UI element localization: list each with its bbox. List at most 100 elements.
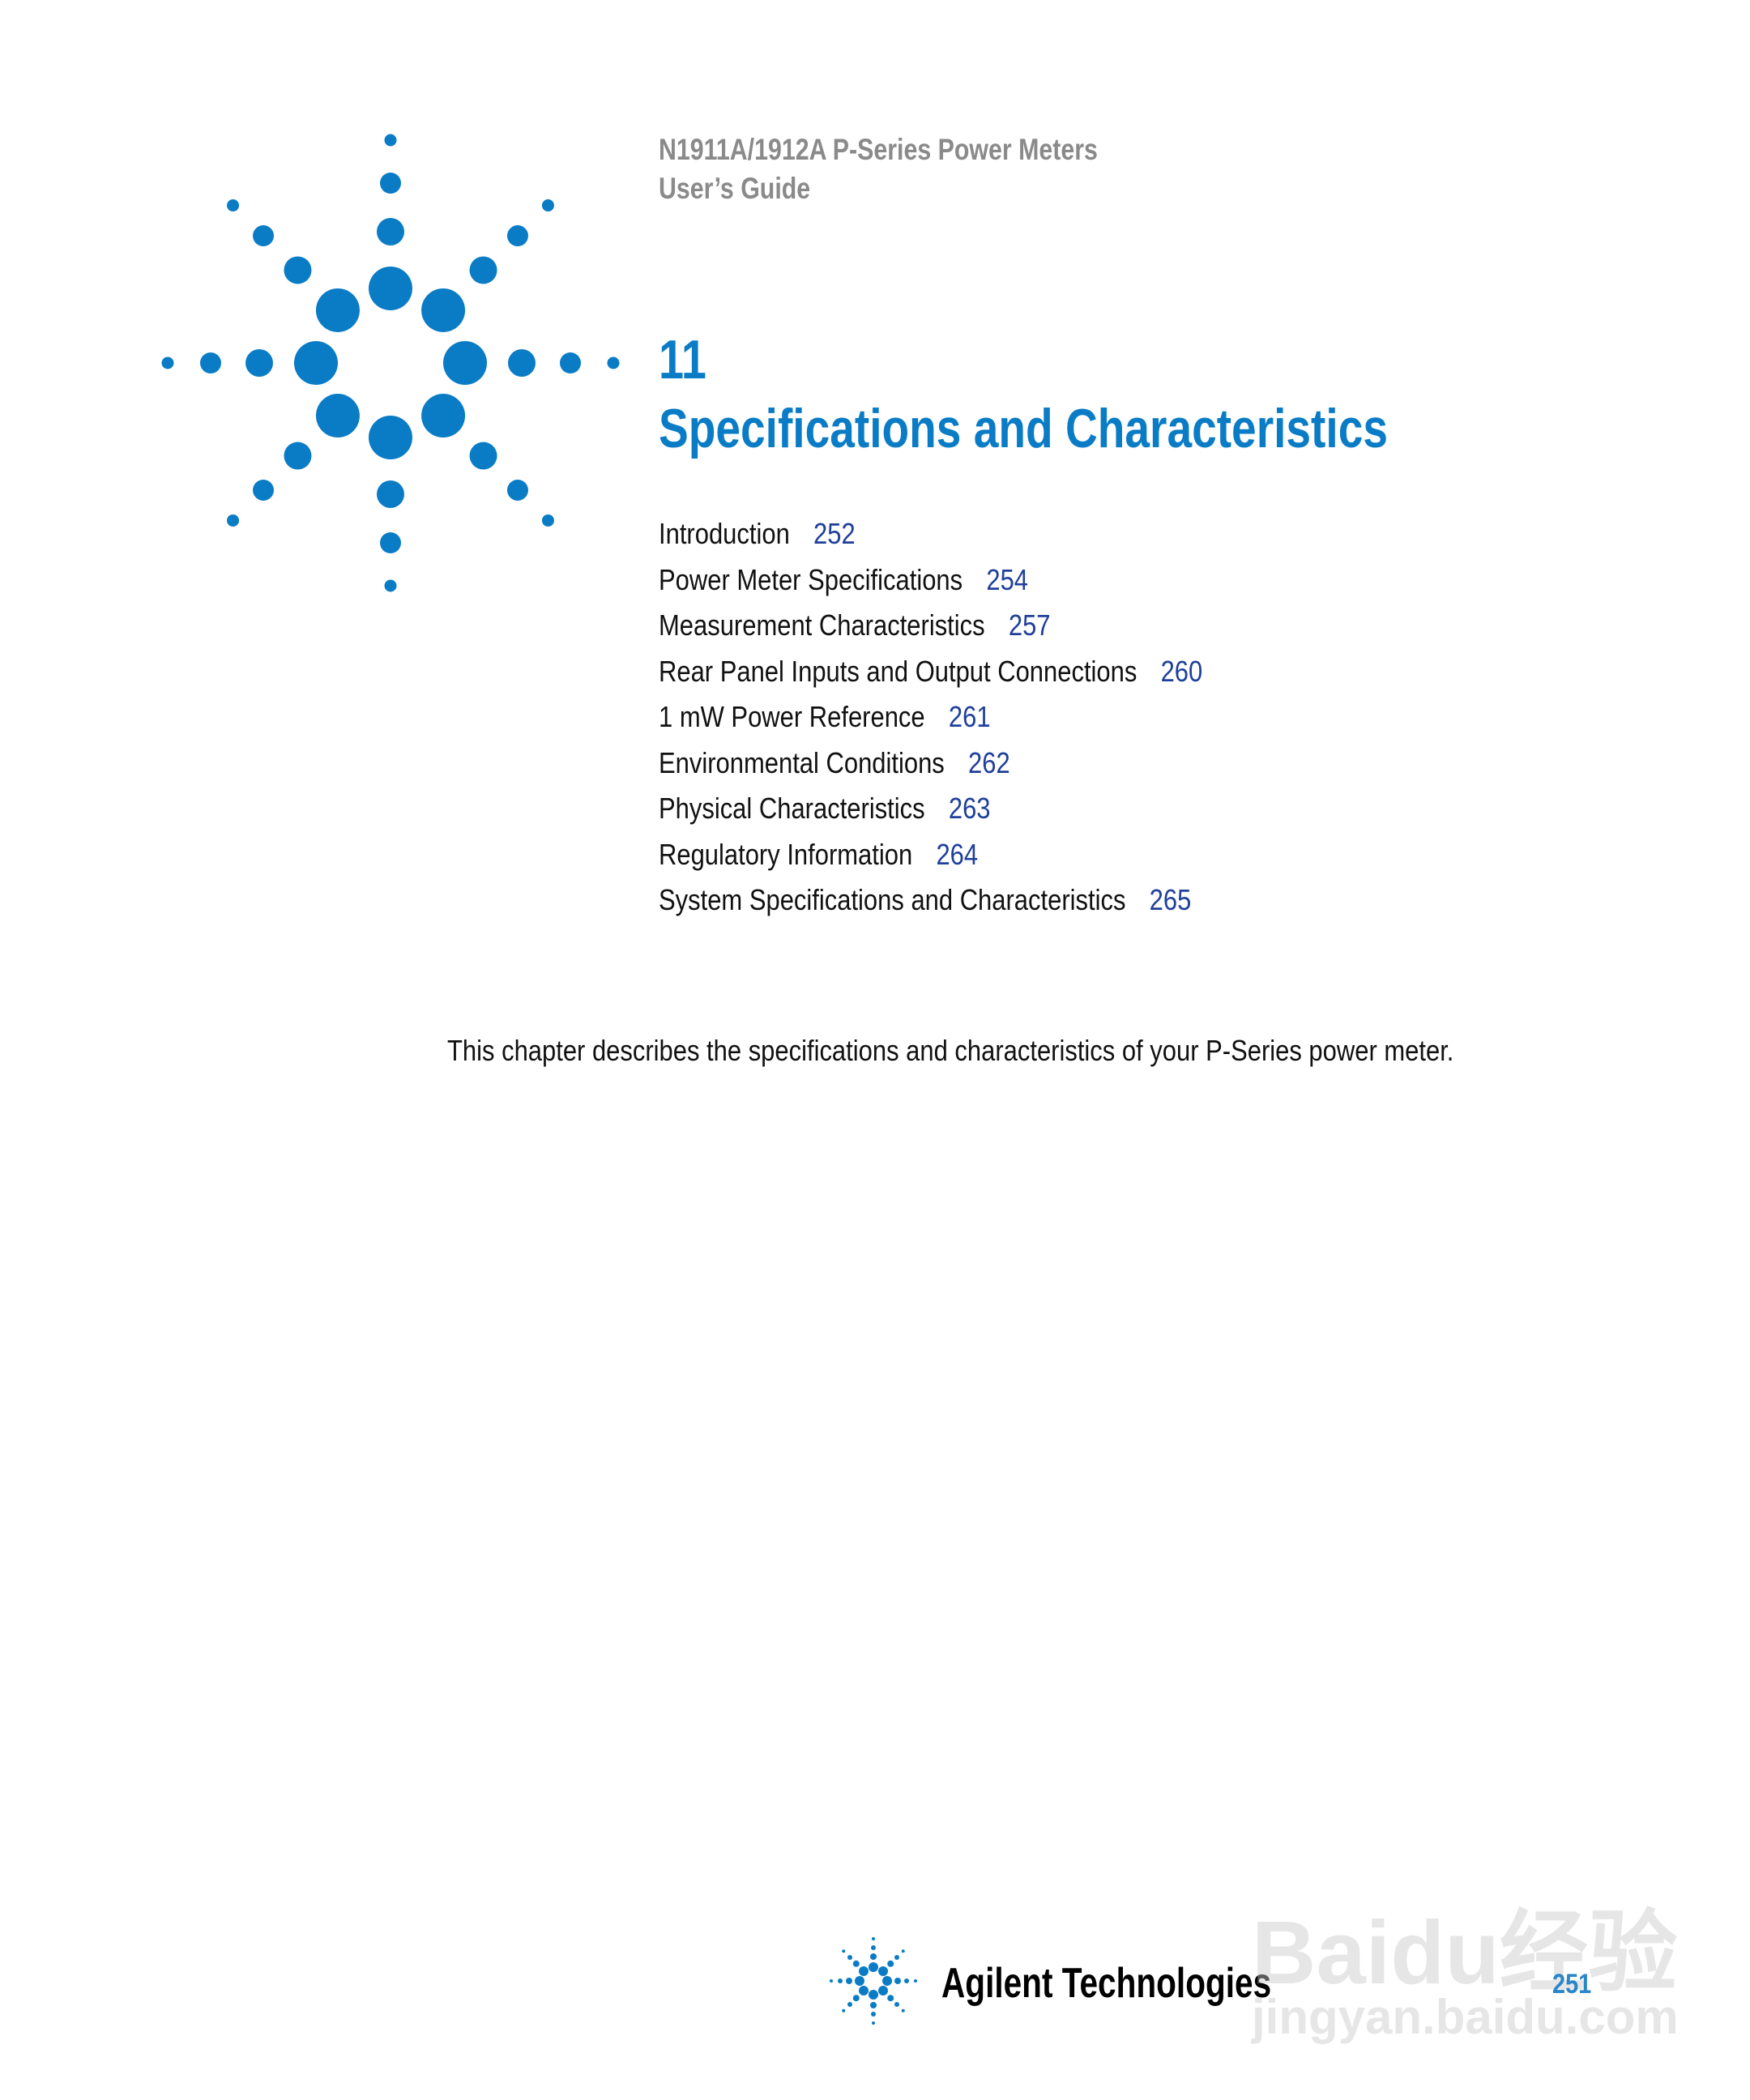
- logo-dot: [560, 352, 581, 373]
- toc-entry-label: Regulatory Information: [659, 837, 913, 871]
- logo-dot: [253, 225, 275, 247]
- logo-dot: [901, 2008, 905, 2012]
- toc-entry[interactable]: Environmental Conditions 262: [659, 746, 1010, 780]
- logo-dot: [852, 1995, 860, 2002]
- logo-dot: [858, 1966, 869, 1976]
- logo-dot: [872, 1937, 875, 1940]
- logo-dot: [227, 514, 240, 527]
- logo-dot: [869, 1990, 878, 2000]
- logo-dot: [846, 1978, 852, 1984]
- watermark-url: jingyan.baidu.com: [1252, 1990, 1679, 2044]
- logo-dot: [870, 2002, 877, 2008]
- toc-entry[interactable]: Introduction 252: [659, 517, 856, 551]
- logo-dot: [882, 1976, 892, 1986]
- toc-entry-page[interactable]: 264: [936, 837, 979, 871]
- product-title: N1911A/1912A P-Series Power Meters: [659, 133, 1098, 166]
- toc-entry-label: Measurement Characteristics: [659, 608, 985, 642]
- logo-dot: [380, 532, 401, 553]
- page-number: 251: [1552, 1969, 1592, 2000]
- logo-dot: [443, 341, 487, 385]
- chapter-number: 11: [659, 329, 706, 391]
- logo-dot: [830, 1979, 833, 1983]
- toc-entry-label: Power Meter Specifications: [659, 562, 963, 596]
- logo-dot: [421, 288, 466, 332]
- logo-dot: [871, 2012, 876, 2017]
- logo-dot: [869, 1962, 878, 1972]
- logo-dot: [894, 1955, 899, 1961]
- toc-entry[interactable]: Rear Panel Inputs and Output Connections…: [659, 655, 1202, 689]
- logo-dot: [369, 416, 412, 459]
- logo-dot: [315, 394, 360, 438]
- logo-dot: [838, 1978, 843, 1983]
- toc-entry-label: Physical Characteristics: [659, 792, 925, 825]
- logo-dot: [878, 1986, 889, 1996]
- toc-entry-page[interactable]: 262: [968, 745, 1010, 779]
- toc-entry[interactable]: Measurement Characteristics 257: [659, 608, 1051, 642]
- logo-dot: [607, 356, 620, 369]
- logo-dot: [384, 134, 397, 147]
- logo-dot: [887, 1995, 894, 2002]
- toc-entry-label: System Specifications and Characteristic…: [659, 883, 1126, 916]
- toc-entry[interactable]: 1 mW Power Reference 261: [659, 700, 991, 734]
- logo-dot: [369, 267, 412, 310]
- toc-entry-page[interactable]: 265: [1149, 883, 1192, 916]
- toc-entry-page[interactable]: 260: [1160, 654, 1203, 688]
- logo-dot: [227, 199, 240, 212]
- logo-dot: [870, 1953, 877, 1960]
- logo-dot: [161, 356, 174, 369]
- logo-dot: [855, 1976, 864, 1986]
- logo-dot: [894, 1978, 901, 1984]
- logo-dot: [852, 1960, 860, 1967]
- logo-dot: [469, 442, 497, 470]
- watermark-logo: Baidu经验: [1252, 1903, 1678, 2003]
- toc-entry-page[interactable]: 261: [948, 700, 991, 733]
- logo-dot: [847, 2001, 853, 2007]
- logo-dot: [200, 352, 221, 373]
- logo-dot: [858, 1986, 869, 1996]
- logo-dot: [315, 288, 360, 332]
- logo-dot: [541, 199, 554, 212]
- toc-entry-page[interactable]: 254: [986, 562, 1029, 596]
- toc-entry-page[interactable]: 252: [813, 517, 856, 550]
- logo-dot: [506, 479, 528, 501]
- toc-entry-label: 1 mW Power Reference: [659, 700, 925, 733]
- toc-entry-label: Rear Panel Inputs and Output Connections: [659, 654, 1138, 688]
- logo-dot: [384, 579, 397, 592]
- logo-dot: [284, 256, 312, 284]
- logo-dot: [245, 349, 273, 377]
- logo-dot: [894, 2001, 899, 2007]
- logo-dot: [872, 2021, 875, 2025]
- brand-name: Agilent Technologies: [941, 1960, 1272, 2007]
- logo-dot: [901, 1949, 905, 1953]
- chapter-intro: This chapter describes the specification…: [447, 1034, 1454, 1067]
- toc-entry[interactable]: Power Meter Specifications 254: [659, 563, 1028, 597]
- logo-dot: [380, 173, 401, 194]
- toc-entry-label: Environmental Conditions: [659, 745, 945, 779]
- toc-entry[interactable]: System Specifications and Characteristic…: [659, 883, 1191, 917]
- logo-dot: [887, 1960, 894, 1967]
- logo-dot: [377, 218, 404, 245]
- logo-dot: [878, 1966, 889, 1976]
- logo-dot: [421, 394, 466, 438]
- agilent-spark-logo-icon: [161, 134, 620, 592]
- toc-entry-page[interactable]: 257: [1008, 608, 1051, 642]
- logo-dot: [294, 341, 338, 385]
- chapter-title: Specifications and Characteristics: [659, 398, 1388, 459]
- toc-entry[interactable]: Regulatory Information 264: [659, 838, 978, 872]
- toc-entry-page[interactable]: 263: [948, 792, 991, 825]
- document-type: User’s Guide: [659, 172, 811, 205]
- logo-dot: [914, 1979, 917, 1983]
- logo-dot: [904, 1978, 909, 1983]
- logo-dot: [506, 225, 528, 247]
- agilent-footer-logo-icon: [830, 1937, 917, 2025]
- logo-dot: [508, 349, 536, 377]
- logo-dot: [253, 479, 275, 501]
- logo-dot: [871, 1945, 876, 1950]
- logo-dot: [377, 480, 404, 508]
- logo-dot: [469, 256, 497, 284]
- logo-dot: [842, 1949, 846, 1953]
- logo-dot: [842, 2008, 846, 2012]
- logo-dot: [847, 1955, 853, 1961]
- toc-entry[interactable]: Physical Characteristics 263: [659, 792, 991, 826]
- logo-dot: [541, 514, 554, 527]
